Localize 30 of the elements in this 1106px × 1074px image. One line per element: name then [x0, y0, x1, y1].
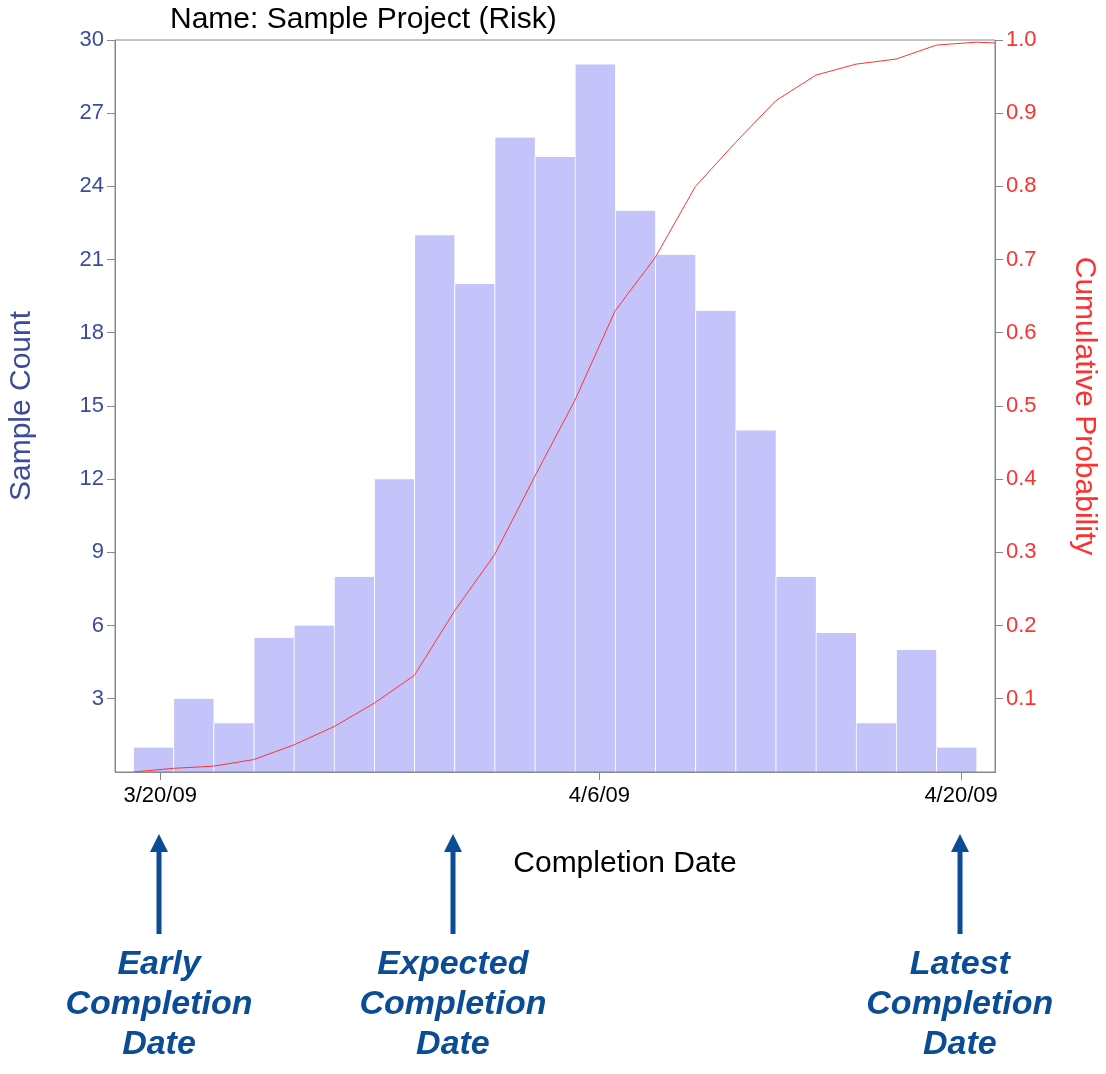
x-axis-title: Completion Date	[513, 845, 737, 879]
y-tick-label: 27	[79, 99, 104, 125]
y-tick-label: 12	[79, 465, 104, 491]
y2-axis-title: Cumulative Probability	[1069, 256, 1103, 556]
chart-title: Name: Sample Project (Risk)	[170, 1, 557, 34]
y2-tick-label: 0.5	[1006, 392, 1037, 418]
text: Early Completion Date	[65, 943, 253, 1062]
y2-tick-label: 0.4	[1006, 465, 1037, 491]
y-tick-label: 21	[79, 245, 104, 271]
y2-tick-label: 0.9	[1006, 99, 1037, 125]
y2-tick-label: 0.8	[1006, 172, 1037, 198]
y2-tick-label: 1.0	[1006, 26, 1037, 52]
y-tick-label: 18	[79, 318, 104, 344]
y-tick-label: 6	[91, 611, 104, 637]
text: Expected Completion Date	[359, 943, 547, 1062]
y2-tick-label: 0.3	[1006, 538, 1037, 564]
x-tick-label: 4/6/09	[568, 782, 630, 808]
x-tick-label: 3/20/09	[123, 782, 197, 808]
y-tick-label: 15	[79, 392, 104, 418]
y2-tick-label: 0.2	[1006, 611, 1037, 637]
y2-tick-label: 0.6	[1006, 318, 1037, 344]
text: Latest Completion Date	[866, 943, 1054, 1062]
y2-tick-label: 0.1	[1006, 684, 1037, 710]
x-tick-label: 4/20/09	[924, 782, 998, 808]
y-tick-label: 24	[79, 172, 104, 198]
y-tick-label: 3	[91, 684, 104, 710]
y2-tick-label: 0.7	[1006, 245, 1037, 271]
y-tick-label: 30	[79, 26, 104, 52]
y-tick-label: 9	[91, 538, 104, 564]
y-axis-title: Sample Count	[3, 310, 37, 502]
